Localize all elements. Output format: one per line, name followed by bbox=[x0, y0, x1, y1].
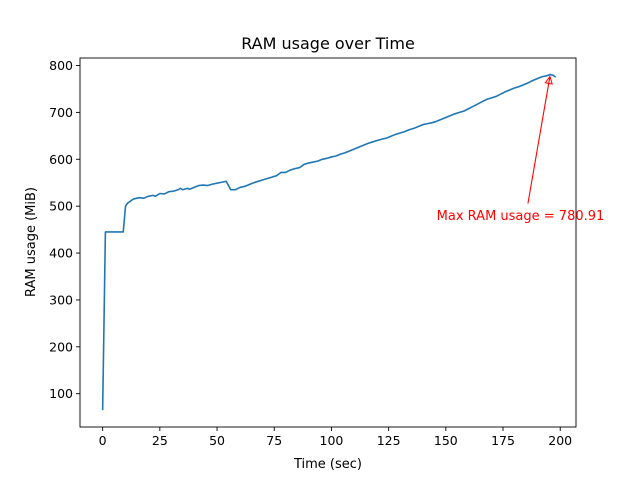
x-tick-label-125: 125 bbox=[377, 433, 401, 448]
x-tick-label-75: 75 bbox=[266, 433, 282, 448]
x-tick-label-100: 100 bbox=[320, 433, 344, 448]
x-tick-label-200: 200 bbox=[548, 433, 572, 448]
annotation-arrow bbox=[527, 76, 551, 204]
x-tick-label-50: 50 bbox=[209, 433, 225, 448]
chart-title: RAM usage over Time bbox=[241, 34, 415, 53]
annotation-arrowhead bbox=[544, 75, 553, 85]
x-tick-label-150: 150 bbox=[434, 433, 458, 448]
y-tick-label-300: 300 bbox=[49, 292, 73, 307]
x-tick-label-175: 175 bbox=[491, 433, 515, 448]
y-tick-label-600: 600 bbox=[49, 152, 73, 167]
plot-area: 0 25 50 75 100 125 150 175 200 100 200 300 400 500 600… bbox=[49, 57, 605, 448]
x-axis-label: Time (sec) bbox=[293, 457, 362, 472]
y-tick-label-200: 200 bbox=[49, 339, 73, 354]
y-tick-label-800: 800 bbox=[49, 58, 73, 73]
y-tick-label-400: 400 bbox=[49, 246, 73, 261]
y-tick-label-100: 100 bbox=[49, 386, 73, 401]
y-tick-label-500: 500 bbox=[49, 199, 73, 214]
plot-frame bbox=[79, 57, 577, 428]
y-tick-label-700: 700 bbox=[49, 105, 73, 120]
x-tick-label-0: 0 bbox=[99, 433, 107, 448]
annotation-label: Max RAM usage = 780.91 bbox=[437, 209, 605, 224]
ram-usage-line bbox=[101, 73, 557, 411]
x-tick-label-25: 25 bbox=[152, 433, 168, 448]
y-axis-label: RAM usage (MiB) bbox=[24, 187, 39, 297]
